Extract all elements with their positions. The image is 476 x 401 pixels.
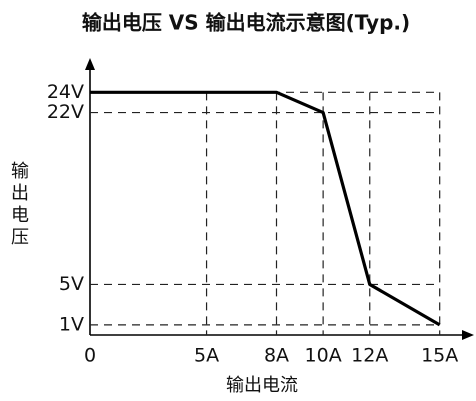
data-line — [90, 90, 441, 327]
x-tick-label: 15A — [421, 345, 458, 367]
chart-title: 输出电压 VS 输出电流示意图(Typ.) — [82, 11, 410, 35]
x-tick-label: 8A — [264, 345, 289, 367]
y-tick-label: 24V — [47, 81, 84, 103]
x-tick-label: 12A — [351, 345, 388, 367]
x-tick-label: 10A — [305, 345, 342, 367]
x-tick-label: 0 — [84, 345, 96, 367]
x-axis-arrow — [462, 330, 474, 340]
x-axis-label: 输出电流 — [226, 375, 298, 396]
y-tick-label: 5V — [59, 273, 84, 295]
y-axis-label: 输出电压 — [8, 161, 29, 249]
y-tick-label: 22V — [47, 101, 84, 123]
y-axis-arrow — [85, 58, 95, 70]
x-tick-label: 5A — [194, 345, 219, 367]
y-tick-label: 1V — [59, 313, 84, 335]
